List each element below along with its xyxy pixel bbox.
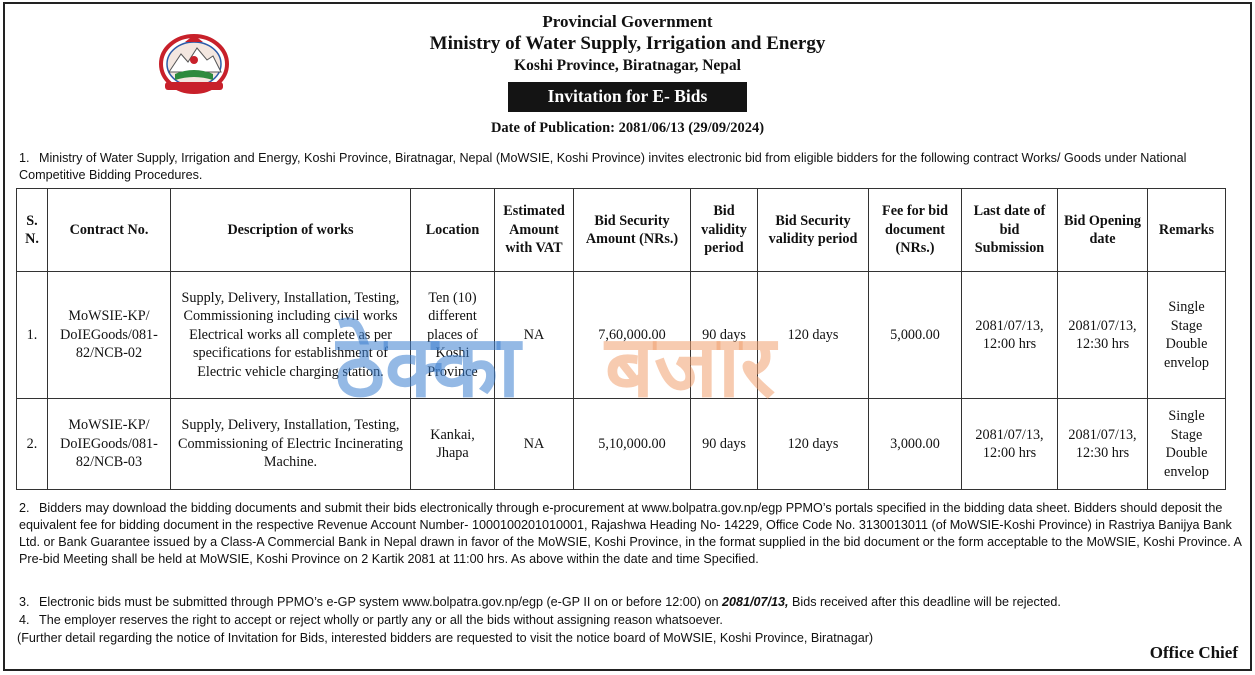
col-sn: S. N. — [16, 188, 48, 272]
cell-opening: 2081/07/13, 12:30 hrs — [1057, 271, 1148, 399]
cell-location: Kankai, Jhapa — [410, 398, 495, 490]
col-remarks: Remarks — [1147, 188, 1226, 272]
notice-banner: Invitation for E- Bids — [507, 82, 748, 112]
cell-sn: 2. — [16, 398, 48, 490]
cell-fee: 3,000.00 — [868, 398, 962, 490]
office-address: Koshi Province, Biratnagar, Nepal — [514, 57, 741, 74]
notice-page: Provincial Government Ministry of Water … — [3, 2, 1252, 671]
cell-opening: 2081/07/13, 12:30 hrs — [1057, 398, 1148, 490]
col-estimate: Estimated Amount with VAT — [494, 188, 574, 272]
cell-contract: MoWSIE-KP/ DoIEGoods/081-82/NCB-03 — [47, 398, 171, 490]
col-description: Description of works — [170, 188, 411, 272]
cell-validity: 90 days — [690, 271, 758, 399]
paragraph-2: 2. Bidders may download the bidding docum… — [19, 500, 1242, 568]
cell-fee: 5,000.00 — [868, 271, 962, 399]
paragraph-number: 3. — [19, 595, 30, 609]
cell-contract: MoWSIE-KP/ DoIEGoods/081-82/NCB-02 — [47, 271, 171, 399]
table-row: 1. MoWSIE-KP/ DoIEGoods/081-82/NCB-02 Su… — [16, 271, 1226, 399]
cell-remarks: Single Stage Double envelop — [1147, 271, 1226, 399]
cell-estimate: NA — [494, 271, 574, 399]
publication-date: Date of Publication: 2081/06/13 (29/09/2… — [490, 120, 765, 136]
col-last-date: Last date of bid Submission — [961, 188, 1058, 272]
paragraph-text: Bidders may download the bidding documen… — [19, 501, 1242, 566]
ministry-title: Ministry of Water Supply, Irrigation and… — [429, 33, 826, 54]
col-security-validity: Bid Security validity period — [757, 188, 869, 272]
cell-validity: 90 days — [690, 398, 758, 490]
col-location: Location — [410, 188, 495, 272]
table-header-row: S. N. Contract No. Description of works … — [16, 188, 1226, 272]
government-title: Provincial Government — [542, 12, 713, 31]
deadline-date: 2081/07/13, — [721, 595, 789, 609]
paragraph-text: The employer reserves the right to accep… — [39, 613, 723, 627]
paragraph-number: 4. — [19, 613, 30, 627]
paragraph-3: 3. Electronic bids must be submitted thro… — [19, 594, 1242, 611]
cell-security: 5,10,000.00 — [573, 398, 691, 490]
cell-description: Supply, Delivery, Installation, Testing,… — [170, 271, 411, 399]
cell-security-validity: 120 days — [757, 398, 869, 490]
paragraph-4: 4. The employer reserves the right to acc… — [19, 612, 1242, 629]
col-contract: Contract No. — [47, 188, 171, 272]
cell-location: Ten (10) different places of Koshi Provi… — [410, 271, 495, 399]
further-detail-note: (Further detail regarding the notice of … — [17, 631, 874, 645]
cell-last-date: 2081/07/13, 12:00 hrs — [961, 398, 1058, 490]
nepal-emblem-icon — [159, 34, 229, 94]
paragraph-text-end: Bids received after this deadline will b… — [788, 595, 1061, 609]
cell-sn: 1. — [16, 271, 48, 399]
signature-title: Office Chief — [1149, 643, 1238, 662]
cell-last-date: 2081/07/13, 12:00 hrs — [961, 271, 1058, 399]
col-opening: Bid Opening date — [1057, 188, 1148, 272]
cell-description: Supply, Delivery, Installation, Testing,… — [170, 398, 411, 490]
paragraph-text: Electronic bids must be submitted throug… — [39, 595, 722, 609]
notice-header: Provincial Government Ministry of Water … — [5, 12, 1250, 137]
cell-remarks: Single Stage Double envelop — [1147, 398, 1226, 490]
cell-security: 7,60,000.00 — [573, 271, 691, 399]
paragraph-number: 2. — [19, 501, 30, 515]
table-row: 2. MoWSIE-KP/ DoIEGoods/081-82/NCB-03 Su… — [16, 398, 1226, 490]
col-validity: Bid validity period — [690, 188, 758, 272]
paragraph-number: 1. — [19, 151, 30, 165]
bids-table: S. N. Contract No. Description of works … — [16, 188, 1226, 490]
col-security: Bid Security Amount (NRs.) — [573, 188, 691, 272]
paragraph-1: 1. Ministry of Water Supply, Irrigation a… — [19, 150, 1242, 184]
cell-security-validity: 120 days — [757, 271, 869, 399]
col-fee: Fee for bid document (NRs.) — [868, 188, 962, 272]
cell-estimate: NA — [494, 398, 574, 490]
paragraph-text: Ministry of Water Supply, Irrigation and… — [19, 151, 1187, 182]
